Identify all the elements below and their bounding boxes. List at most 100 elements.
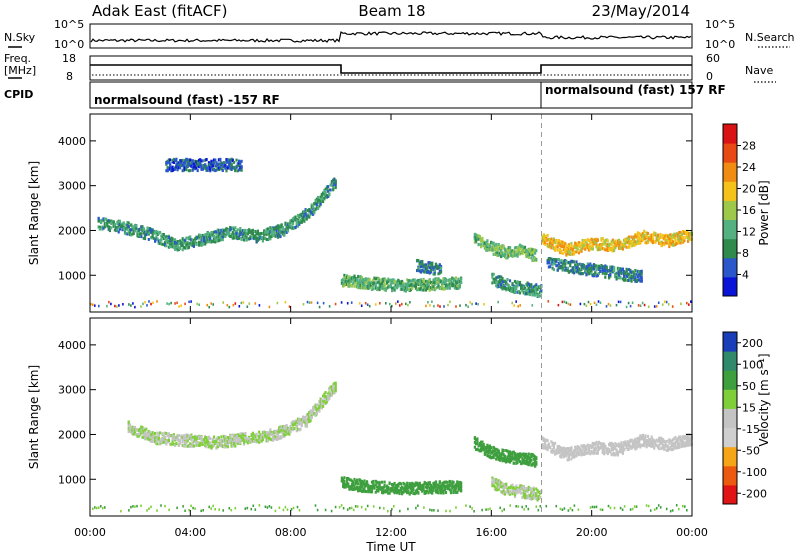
- echo-cell: [327, 394, 329, 397]
- echo-cell: [274, 435, 276, 438]
- ground-scatter-cell: [98, 305, 100, 308]
- echo-cell: [219, 159, 221, 162]
- echo-cell: [279, 235, 281, 238]
- echo-cell: [215, 440, 217, 443]
- colorbar-segment: [723, 162, 737, 182]
- echo-cell: [481, 237, 483, 240]
- echo-cell: [520, 492, 522, 495]
- echo-cell: [317, 196, 319, 199]
- echo-cell: [232, 434, 234, 437]
- echo-cell: [547, 448, 549, 451]
- ground-scatter-cell: [433, 305, 435, 308]
- echo-cell: [253, 440, 255, 443]
- echo-cell: [258, 431, 260, 434]
- ground-scatter-cell: [437, 304, 439, 307]
- colorbar-tick-label: 20: [742, 183, 756, 196]
- power-ylabel: Slant Range [km]: [27, 161, 41, 265]
- ground-scatter-cell: [564, 301, 566, 304]
- echo-cell: [573, 260, 575, 263]
- echo-cell: [654, 241, 656, 244]
- echo-cell: [365, 281, 367, 284]
- echo-cell: [384, 282, 386, 285]
- echo-cell: [381, 481, 383, 484]
- echo-cell: [547, 234, 549, 237]
- echo-cell: [634, 269, 636, 272]
- ground-scatter-cell: [341, 301, 343, 304]
- echo-cell: [557, 246, 559, 249]
- ground-scatter-cell: [431, 301, 433, 304]
- echo-cell: [365, 279, 367, 282]
- ground-scatter-cell: [361, 305, 363, 308]
- nave-tick-top: 60: [706, 52, 720, 65]
- echo-cell: [279, 228, 281, 231]
- echo-cell: [311, 416, 313, 419]
- ground-scatter-cell: [397, 300, 399, 303]
- echo-cell: [549, 265, 551, 268]
- freq-panel-frame: [90, 56, 692, 80]
- nsky-line: [91, 32, 691, 42]
- echo-cell: [185, 237, 187, 240]
- echo-cell: [503, 490, 505, 493]
- echo-cell: [189, 159, 191, 162]
- ground-scatter-cell: [690, 300, 692, 303]
- echo-cell: [325, 190, 327, 193]
- echo-cell: [683, 239, 685, 242]
- echo-cell: [611, 242, 613, 245]
- nsky-tick-bottom-right: 10^0: [705, 38, 735, 51]
- power-colorbar-label: Power [dB]: [757, 180, 771, 245]
- echo-cell: [535, 249, 537, 252]
- echo-cell: [560, 456, 562, 459]
- echo-cell: [530, 285, 532, 288]
- ground-scatter-cell: [212, 303, 214, 306]
- ground-scatter-cell: [439, 305, 441, 308]
- echo-cell: [511, 484, 513, 487]
- ground-scatter-cell: [229, 306, 231, 309]
- echo-cell: [511, 454, 513, 457]
- echo-cell: [335, 186, 337, 189]
- echo-cell: [459, 286, 461, 289]
- ground-scatter-cell: [566, 302, 568, 305]
- echo-cell: [570, 448, 572, 451]
- ground-scatter-cell: [447, 304, 449, 307]
- ground-scatter-cell: [208, 306, 210, 309]
- echo-cell: [168, 439, 170, 442]
- echo-cell: [434, 269, 436, 272]
- echo-cell: [516, 255, 518, 258]
- echo-cell: [592, 248, 594, 251]
- echo-cell: [163, 233, 165, 236]
- echo-cell: [133, 232, 135, 235]
- ground-scatter-cell: [335, 303, 337, 306]
- ground-scatter-cell: [249, 302, 251, 305]
- echo-cell: [305, 416, 307, 419]
- nsky-label: N.Sky: [4, 31, 36, 44]
- ground-scatter-cell: [517, 305, 519, 308]
- echo-cell: [293, 427, 295, 430]
- echo-cell: [128, 225, 130, 228]
- echo-cell: [530, 256, 532, 259]
- echo-cell: [578, 453, 580, 456]
- ground-scatter-cell: [620, 301, 622, 304]
- echo-cell: [503, 245, 505, 248]
- echo-cell: [220, 435, 222, 438]
- echo-cell: [490, 446, 492, 449]
- echo-cell: [440, 271, 442, 274]
- echo-cell: [328, 397, 330, 400]
- echo-cell: [489, 244, 491, 247]
- ground-scatter-cell: [562, 301, 564, 304]
- echo-cell: [169, 164, 171, 167]
- echo-cell: [160, 239, 162, 242]
- echo-cell: [613, 269, 615, 272]
- colorbar-segment: [723, 181, 737, 201]
- ground-scatter-cell: [140, 305, 142, 308]
- y-tick-label: 4000: [58, 135, 86, 148]
- echo-cell: [110, 226, 112, 229]
- echo-cell: [356, 278, 358, 281]
- echo-cell: [308, 216, 310, 219]
- echo-cell: [357, 482, 359, 485]
- echo-cell: [519, 291, 521, 294]
- echo-cell: [299, 428, 301, 431]
- ground-scatter-cell: [644, 304, 646, 307]
- echo-cell: [200, 165, 202, 168]
- echo-cell: [317, 207, 319, 210]
- ground-scatter-cell: [227, 304, 229, 307]
